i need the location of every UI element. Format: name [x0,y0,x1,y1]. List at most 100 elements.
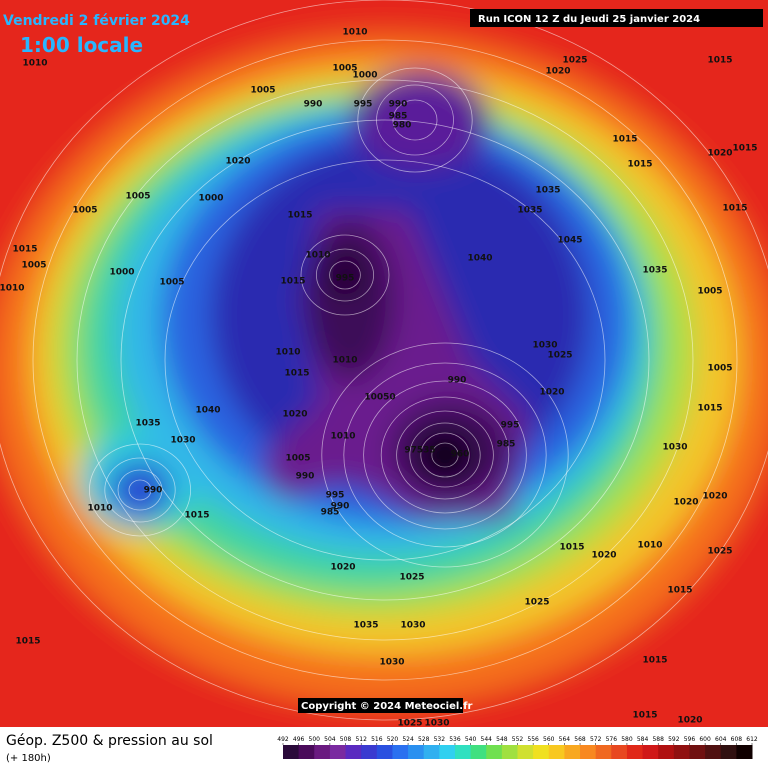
colorbar-segment [642,745,659,759]
colorbar-segment [705,745,722,759]
pressure-label: 1015 [642,656,667,666]
pressure-label: 1040 [467,254,492,264]
pressure-label: 1015 [184,511,209,521]
pressure-label: 1010 [342,28,367,38]
pressure-label: 1015 [707,56,732,66]
colorbar-tick-label: 572 [590,736,602,743]
pressure-label: 1015 [287,211,312,221]
colorbar-tick-label: 592 [668,736,680,743]
colorbar-tick-label: 568 [574,736,586,743]
pressure-label: 1020 [225,157,250,167]
colorbar-segment [720,745,737,759]
footer-title: Géop. Z500 & pression au sol [6,733,213,749]
run-info: Run ICON 12 Z du Jeudi 25 janvier 2024 [478,14,700,25]
colorbar-segment [548,745,565,759]
pressure-label: 1015 [697,404,722,414]
pressure-label: 1010 [332,356,357,366]
pressure-label: 995 [501,421,520,431]
colorbar-tick-label: 504 [324,736,336,743]
pressure-label: 990 [304,100,323,110]
pressure-label: 1015 [612,135,637,145]
pressure-label: 990 [144,486,163,496]
colorbar-tick-label: 520 [387,736,399,743]
isobar [396,410,494,500]
pressure-label: 1005 [285,454,310,464]
isobar [343,362,547,548]
colorbar-segment [314,745,331,759]
colorbar-tick-label: 492 [277,736,289,743]
colorbar-tick-label: 512 [355,736,367,743]
pressure-label: 1005 [707,364,732,374]
pressure-label: 1025 [524,598,549,608]
pressure-label: 1030 [424,719,449,729]
pressure-label: 1010 [330,432,355,442]
colorbar-segment [486,745,503,759]
pressure-label: 1015 [722,204,747,214]
isobar [128,479,152,501]
copyright: Copyright © 2024 Meteociel.fr [301,701,472,712]
pressure-label: 1020 [591,551,616,561]
colorbar-tick-label: 556 [527,736,539,743]
colorbar-tick-label: 588 [652,736,664,743]
isobar [164,159,606,561]
pressure-label: 1035 [517,206,542,216]
colorbar-tick-label: 544 [481,736,493,743]
pressure-label: 1020 [677,716,702,726]
colorbar-segment [689,745,706,759]
isobar [420,432,470,478]
pressure-label: 10050 [364,393,395,403]
pressure-label: 1015 [732,144,757,154]
colorbar-segment [361,745,378,759]
pressure-label: 1020 [282,410,307,420]
isobar [300,234,390,316]
pressure-label: 985 [321,508,340,518]
pressure-label: 1000 [198,194,223,204]
colorbar-tick-label: 608 [731,736,743,743]
isobar [120,119,650,601]
isobars [0,0,768,720]
colorbar-segment [283,745,300,759]
pressure-label: 1040 [195,406,220,416]
run-box [470,9,763,27]
date: Vendredi 2 février 2024 [3,13,190,29]
colorbar-segment [408,745,425,759]
colorbar-segment [392,745,409,759]
copyright-box [298,698,463,713]
colorbar-segment [595,745,612,759]
pressure-label: 1020 [673,498,698,508]
colorbar-segment [345,745,362,759]
colorbar-tick-label: 500 [309,736,321,743]
isobar [357,67,473,173]
pressure-label: 1020 [545,67,570,77]
isobar [32,39,738,681]
isobar [321,342,569,568]
pressure-label: 995 [354,100,373,110]
isobar [363,380,527,530]
colorbar-tick-label: 532 [434,736,446,743]
colorbar-segment [517,745,534,759]
pressure-label: 1015 [280,277,305,287]
colorbar-segment [673,745,690,759]
pressure-label: 1000 [352,71,377,81]
pressure-label: 1020 [330,563,355,573]
pressure-label: 985 [389,112,408,122]
colorbar-segment [533,745,550,759]
lead-time: (+ 180h) [6,753,51,764]
colorbar-tick-label: 564 [559,736,571,743]
pressure-label: 1030 [400,621,425,631]
colorbar-segment [454,745,472,759]
pressure-label: 1000 [109,268,134,278]
colorbar-tick-label: 516 [371,736,383,743]
pressure-label: 1005 [159,278,184,288]
pressure-label: 1030 [170,436,195,446]
pressure-label: 1010 [87,504,112,514]
colorbar-tick-label: 600 [699,736,711,743]
colorbar-tick-label: 548 [496,736,508,743]
colorbar-tick-label: 576 [606,736,618,743]
pressure-label: 1025 [397,719,422,729]
pressure-label: 1045 [557,236,582,246]
pressure-label: 1020 [539,388,564,398]
colorbar-segment [329,745,347,759]
